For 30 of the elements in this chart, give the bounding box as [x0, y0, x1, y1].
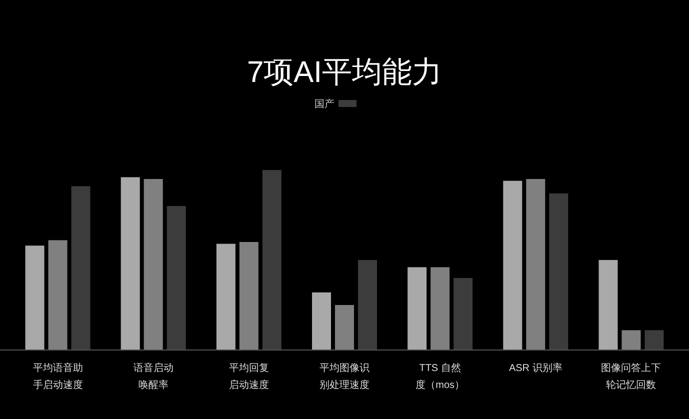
bar — [71, 186, 90, 350]
bar — [312, 292, 331, 350]
x-tick-label: TTS 自然度（mos） — [414, 362, 466, 393]
bar — [120, 177, 140, 350]
bar — [25, 246, 44, 350]
x-tick-label: 平均语音助手启动速度 — [32, 362, 84, 393]
bar — [48, 240, 68, 350]
bar — [216, 244, 236, 350]
bar — [526, 179, 546, 350]
x-tick-label: 平均图像识别处理速度 — [318, 362, 370, 393]
x-tick-label: 平均回复启动速度 — [228, 362, 270, 393]
bar — [644, 330, 664, 350]
bar — [335, 305, 354, 350]
bar — [430, 267, 450, 350]
bar — [549, 193, 568, 350]
bar — [358, 260, 377, 350]
bar — [503, 180, 522, 350]
bar — [239, 242, 258, 350]
x-tick-label: 图像问答上下轮记忆回数 — [600, 362, 662, 393]
x-tick-label: 语音启动唤醒率 — [132, 362, 174, 393]
x-tick-label: ASR 识别率 — [508, 362, 564, 376]
bar — [166, 206, 186, 350]
bar — [408, 267, 427, 350]
bar — [262, 170, 282, 350]
bar — [454, 278, 473, 350]
bar — [598, 260, 618, 350]
bar — [622, 330, 641, 350]
chart-title: 7项AI平均能力 — [246, 56, 442, 89]
legend-label: 国产 — [314, 98, 334, 110]
bar — [144, 179, 163, 350]
